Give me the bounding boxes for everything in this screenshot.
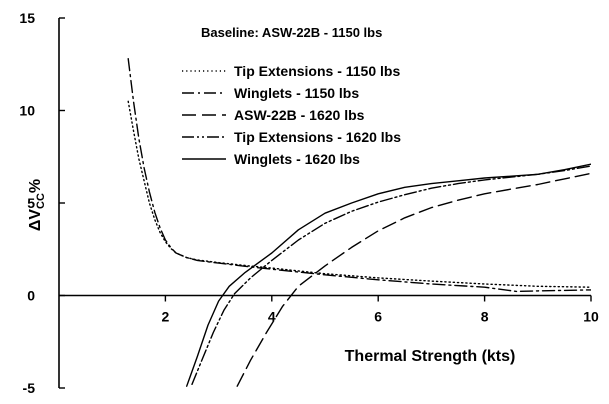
y-axis-title-subscript: CC bbox=[35, 193, 47, 209]
series-line-3 bbox=[236, 172, 591, 387]
legend-entry-4: Tip Extensions - 1620 lbs bbox=[234, 129, 401, 145]
legend-entry-5: Winglets - 1620 lbs bbox=[234, 151, 360, 167]
series-group bbox=[127, 58, 591, 387]
legend-entry-3: ASW-22B - 1620 lbs bbox=[234, 107, 365, 123]
x-tick-label: 6 bbox=[374, 309, 382, 325]
y-tick-label: 0 bbox=[27, 288, 35, 304]
y-axis-title-suffix: % bbox=[27, 179, 44, 193]
y-tick-label: 5 bbox=[27, 195, 35, 211]
series-line-1 bbox=[127, 100, 591, 288]
x-tick-label: 4 bbox=[268, 309, 276, 325]
y-tick-label: -5 bbox=[23, 380, 36, 396]
x-tick-label: 10 bbox=[583, 309, 599, 325]
chart-title: Baseline: ASW-22B - 1150 lbs bbox=[201, 25, 382, 40]
legend-entry-2: Winglets - 1150 lbs bbox=[234, 85, 359, 101]
y-axis-title-main: ΔV bbox=[27, 209, 44, 232]
legend-entry-1: Tip Extensions - 1150 lbs bbox=[234, 63, 400, 79]
y-tick-label: 10 bbox=[19, 103, 35, 119]
y-tick-label: 15 bbox=[19, 10, 35, 26]
x-tick-label: 8 bbox=[481, 309, 489, 325]
series-line-5 bbox=[186, 163, 591, 387]
x-tick-label: 2 bbox=[162, 309, 170, 325]
x-axis-title: Thermal Strength (kts) bbox=[345, 348, 516, 365]
y-axis-title: ΔVCC% bbox=[27, 179, 47, 231]
series-line-4 bbox=[191, 165, 591, 385]
series-line-2 bbox=[127, 58, 591, 293]
